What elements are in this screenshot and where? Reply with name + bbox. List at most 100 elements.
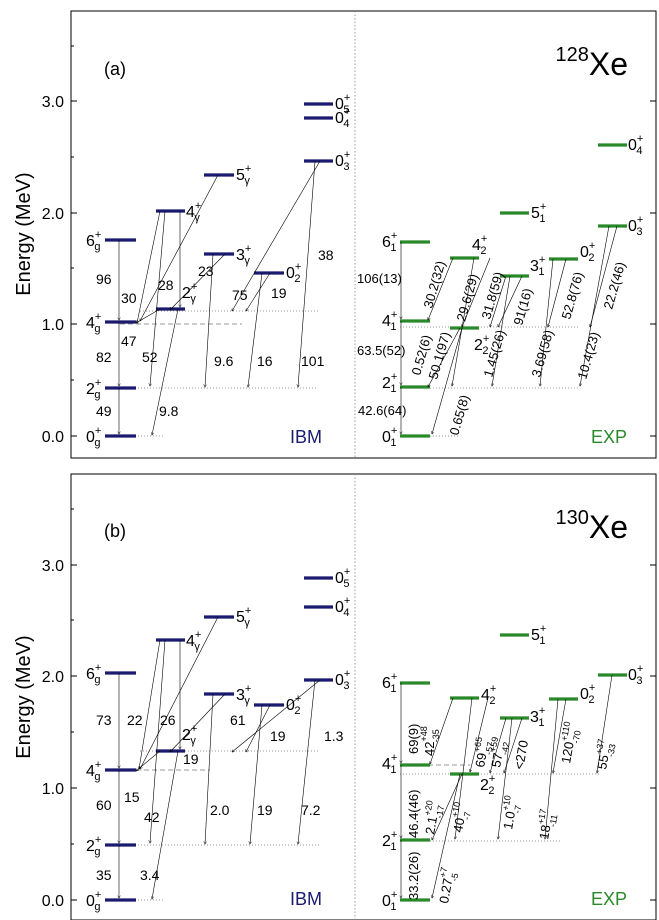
exp-label-02: 0+ 2 xyxy=(580,240,595,264)
ibm-val-101: 101 xyxy=(301,353,325,369)
b-exp-label-31: 3+ 1 xyxy=(530,705,545,729)
b-exp-label-42: 4+ 2 xyxy=(481,683,496,707)
exp-label-22: 2+ 2 xyxy=(474,333,489,357)
ibm-val-82: 82 xyxy=(96,349,112,365)
panel-a-exp-level-labels: 0+ 1 2+ 1 4+ 1 6+ 1 2+ 2 4+ 2 3+ 1 5+ 1 0+ 2 0+ 3 … xyxy=(382,133,643,449)
label-6g: 6+ g xyxy=(86,229,101,253)
b-label-4gamma: 4+ γ xyxy=(186,629,201,653)
b-exp-val-13: 55+37-33 xyxy=(591,738,618,771)
ibm-val-9.6: 9.6 xyxy=(214,353,234,369)
b-exp-val-2: 69(9) xyxy=(406,724,421,754)
ibm-val-19: 19 xyxy=(271,285,287,301)
panel-a-exp-levels xyxy=(400,143,627,438)
ibm-val-52: 52 xyxy=(142,349,158,365)
exp-val-14: 22.2(46) xyxy=(600,260,628,311)
label-0g: 0+ g xyxy=(86,425,101,449)
exp-val-1: 63.5(52) xyxy=(357,343,405,358)
exp-label-41: 4+ 1 xyxy=(382,309,397,333)
exp-label-51: 5+ 1 xyxy=(531,201,546,225)
exp-label-04: 0+ 4 xyxy=(628,133,643,157)
b-exp-label-51: 5+ 1 xyxy=(531,623,546,647)
exp-label-31: 3+ 1 xyxy=(530,254,545,278)
exp-label-61: 6+ 1 xyxy=(382,230,397,254)
label-2g: 2+ g xyxy=(86,377,101,401)
b-ibm-val-7.2: 7.2 xyxy=(301,802,321,818)
b-label-0g: 0+ g xyxy=(86,889,101,913)
exp-val-11: 3.69(58) xyxy=(528,328,556,379)
b-ibm-val-26: 26 xyxy=(160,712,176,728)
panel-a-ibm-label: IBM xyxy=(290,427,322,447)
b-ibm-val-60: 60 xyxy=(96,797,112,813)
b-ibm-val-3.4: 3.4 xyxy=(140,867,160,883)
b-ibm-val-19b: 19 xyxy=(270,728,286,744)
panel-a-exp-transitions xyxy=(401,225,618,434)
b-ibm-val-61: 61 xyxy=(230,712,246,728)
panel-b-tick-1: 1.0 xyxy=(42,781,64,798)
panel-b-ibm-level-labels: 0+ g 2+ g 4+ g 6+ g 2+ γ 4+ γ 3+ γ 5+ γ 0+ 2 0+ 3 … xyxy=(86,566,350,913)
b-exp-val-6: 40+10-7 xyxy=(447,801,474,834)
ibm-val-16: 16 xyxy=(257,353,273,369)
panel-a-ibm-level-labels: 0+g 2+g 4+g 6+g 2+γ 4+γ 3+γ 5+γ 0+2 0+3 … xyxy=(86,92,350,449)
panel-b-exp-levels xyxy=(400,633,627,902)
b-label-05: 0+ 5 xyxy=(335,566,350,590)
panel-a-symbol: Xe xyxy=(589,46,628,82)
panel-a-y-axis: 0.0 1.0 2.0 3.0 xyxy=(42,45,656,446)
panel-b-ibm-transitions xyxy=(119,616,321,899)
ibm-val-49: 49 xyxy=(96,403,112,419)
panel-b-ibm-levels xyxy=(105,576,333,902)
exp-val-6: 29.6(29) xyxy=(453,272,481,323)
panel-b-y-axis: 0.0 1.0 2.0 3.0 xyxy=(42,508,656,910)
b-exp-label-21: 2+ 1 xyxy=(382,829,397,853)
panel-a-mass: 128 xyxy=(555,44,588,66)
ibm-val-30: 30 xyxy=(121,290,137,306)
panel-b-exp-label: EXP xyxy=(591,889,627,909)
panel-a-ibm-values: 49 82 96 47 30 28 52 9.8 23 75 9.6 19 16… xyxy=(96,247,334,419)
panel-b-exp-transitions xyxy=(401,674,613,898)
exp-label-01: 0+ 1 xyxy=(382,425,397,449)
b-exp-val-4: 2.1+20-17 xyxy=(419,800,446,837)
panel-a-tag: (a) xyxy=(104,59,126,79)
exp-val-12: 52.8(76) xyxy=(558,270,586,321)
b-label-2g: 2+ g xyxy=(86,834,101,858)
b-ibm-val-73: 73 xyxy=(96,712,112,728)
label-02: 0+ 2 xyxy=(286,261,301,285)
exp-label-03: 0+ 3 xyxy=(628,214,643,238)
ibm-val-47: 47 xyxy=(121,333,137,349)
b-ibm-val-19c: 19 xyxy=(257,802,273,818)
panel-b-tick-2: 2.0 xyxy=(42,669,64,686)
b-label-6g: 6+ g xyxy=(86,662,101,686)
panel-b-mass: 130 xyxy=(555,507,588,529)
b-ibm-val-1.3: 1.3 xyxy=(324,728,344,744)
exp-val-7: 0.65(8) xyxy=(446,393,472,437)
b-ibm-val-22: 22 xyxy=(127,712,143,728)
exp-val-0: 42.6(64) xyxy=(358,403,406,418)
exp-val-4: 30.2(32) xyxy=(420,259,448,310)
b-exp-label-03: 0+ 3 xyxy=(628,663,643,687)
b-ibm-val-35: 35 xyxy=(96,867,112,883)
label-05: 0+ 5 xyxy=(335,92,350,116)
ibm-val-38: 38 xyxy=(318,247,334,263)
panel-b-exp-level-labels: 0+ 1 2+ 1 4+ 1 6+ 1 2+ 2 4+ 2 3+ 1 5+ 1 0+ 2 0+ 3 xyxy=(382,623,643,913)
b-exp-label-41: 4+ 1 xyxy=(382,752,397,776)
panel-b-exp-values: 33.2(26) 46.4(46) 69(9) 0.27+7-5 2.1+20-… xyxy=(406,721,618,905)
b-exp-val-11: 18+17-11 xyxy=(533,808,560,841)
exp-label-42: 4+ 2 xyxy=(472,233,487,257)
label-4g: 4+ g xyxy=(86,311,101,335)
panel-a: 0.0 1.0 2.0 3.0 Energy (MeV) (a) 128Xe I… xyxy=(13,10,657,459)
b-exp-val-9: 1.0+10-7 xyxy=(497,795,524,832)
panel-a-tick-0: 0.0 xyxy=(42,429,64,446)
b-exp-val-12: 120+110-70 xyxy=(555,721,584,766)
panel-b-frame xyxy=(70,473,657,920)
exp-val-2: 106(13) xyxy=(357,271,402,286)
b-exp-label-61: 6+ 1 xyxy=(382,671,397,695)
ibm-val-28: 28 xyxy=(158,277,174,293)
panel-a-nucleus: 128Xe xyxy=(555,44,628,82)
b-label-5gamma: 5+ γ xyxy=(236,605,251,629)
ibm-val-23: 23 xyxy=(198,263,214,279)
b-exp-val-0: 33.2(26) xyxy=(406,852,421,900)
b-exp-label-22: 2+ 2 xyxy=(480,773,495,797)
b-label-04: 0+ 4 xyxy=(335,595,350,619)
b-ibm-val-2.0: 2.0 xyxy=(210,802,230,818)
ibm-val-9.8: 9.8 xyxy=(159,403,179,419)
ibm-val-96: 96 xyxy=(96,271,112,287)
